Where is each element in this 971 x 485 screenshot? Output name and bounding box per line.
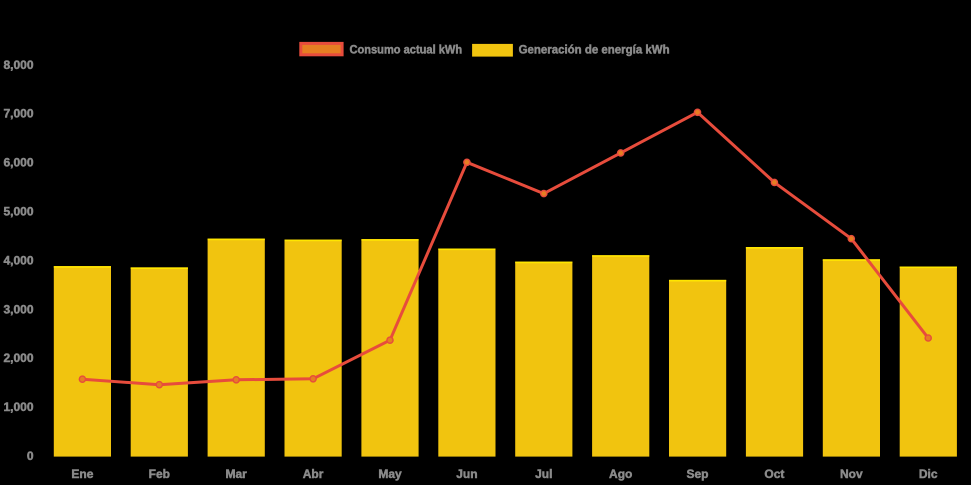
svg-text:Sep: Sep [686, 467, 708, 481]
svg-text:6,000: 6,000 [3, 156, 33, 170]
svg-text:Jul: Jul [535, 467, 552, 481]
svg-text:4,000: 4,000 [3, 253, 33, 267]
svg-text:Ago: Ago [609, 467, 632, 481]
svg-text:May: May [378, 467, 402, 481]
svg-text:8,000: 8,000 [3, 58, 33, 72]
svg-text:Consumo actual kWh: Consumo actual kWh [350, 43, 463, 57]
svg-text:1,000: 1,000 [3, 400, 33, 414]
svg-text:Ene: Ene [71, 467, 93, 481]
svg-text:Feb: Feb [149, 467, 170, 481]
svg-text:5,000: 5,000 [3, 205, 33, 219]
svg-text:Abr: Abr [303, 467, 324, 481]
svg-text:3,000: 3,000 [3, 302, 33, 316]
svg-text:Generación de energía kWh: Generación de energía kWh [519, 43, 670, 57]
svg-text:Oct: Oct [764, 467, 784, 481]
svg-text:0: 0 [27, 449, 34, 463]
svg-text:Mar: Mar [226, 467, 248, 481]
svg-text:2,000: 2,000 [3, 351, 33, 365]
svg-text:Dic: Dic [919, 467, 938, 481]
svg-text:7,000: 7,000 [3, 107, 33, 121]
svg-text:Nov: Nov [840, 467, 863, 481]
svg-text:Jun: Jun [456, 467, 477, 481]
